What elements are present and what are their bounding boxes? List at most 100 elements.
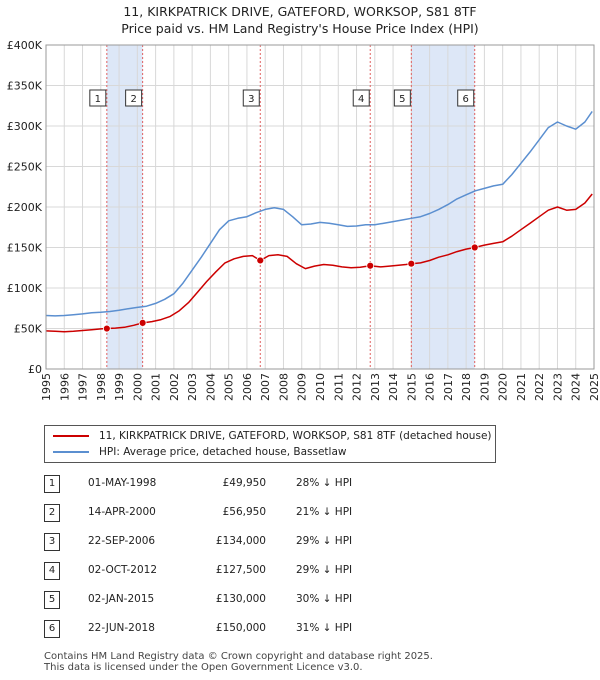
sale-point xyxy=(102,324,111,333)
x-tick-label: 2023 xyxy=(551,373,564,401)
transaction-row: 2 14-APR-2000 £56,950 21% ↓ HPI xyxy=(0,501,600,525)
transaction-date: 01-MAY-1998 xyxy=(88,477,157,489)
sale-label-number: 2 xyxy=(130,94,136,105)
y-tick-label: £250K xyxy=(7,161,43,174)
y-tick-label: £300K xyxy=(7,120,43,133)
sale-label-number: 3 xyxy=(248,94,254,105)
x-tick-label: 2005 xyxy=(223,373,236,401)
x-tick-label: 2013 xyxy=(369,373,382,401)
transaction-number: 3 xyxy=(44,533,60,551)
sale-label-number: 6 xyxy=(463,94,469,105)
y-tick-label: £50K xyxy=(14,323,43,336)
y-tick-label: £150K xyxy=(7,242,43,255)
x-tick-label: 2021 xyxy=(515,373,528,401)
legend-price-label: 11, KIRKPATRICK DRIVE, GATEFORD, WORKSOP… xyxy=(99,430,492,442)
x-tick-label: 1997 xyxy=(77,373,90,401)
x-tick-label: 2006 xyxy=(241,373,254,401)
x-tick-label: 1995 xyxy=(40,373,53,401)
legend-price-swatch xyxy=(53,435,89,437)
transaction-number: 1 xyxy=(44,475,60,493)
sale-label-number: 5 xyxy=(399,94,405,105)
x-tick-label: 2010 xyxy=(314,373,327,401)
x-tick-label: 2012 xyxy=(351,373,364,401)
legend-item-price: 11, KIRKPATRICK DRIVE, GATEFORD, WORKSOP… xyxy=(53,428,492,444)
plot-border xyxy=(45,44,595,370)
transaction-number: 4 xyxy=(44,562,60,580)
transaction-number: 6 xyxy=(44,620,60,638)
transaction-hpi-diff: 31% ↓ HPI xyxy=(296,622,353,634)
chart-subtitle: Price paid vs. HM Land Registry's House … xyxy=(121,21,479,36)
x-tick-label: 2025 xyxy=(588,373,600,401)
transaction-price: £150,000 xyxy=(215,622,266,634)
transaction-row: 4 02-OCT-2012 £127,500 29% ↓ HPI xyxy=(0,559,600,583)
sale-point xyxy=(366,261,375,270)
x-tick-label: 2019 xyxy=(478,373,491,401)
footer-line-1: Contains HM Land Registry data © Crown c… xyxy=(44,651,433,662)
transaction-date: 22-SEP-2006 xyxy=(88,535,156,547)
transaction-date: 14-APR-2000 xyxy=(88,506,156,518)
transaction-row: 1 01-MAY-1998 £49,950 28% ↓ HPI xyxy=(0,472,600,496)
x-tick-label: 2017 xyxy=(442,373,455,401)
transaction-row: 6 22-JUN-2018 £150,000 31% ↓ HPI xyxy=(0,617,600,641)
x-tick-label: 2011 xyxy=(332,373,345,401)
sale-point xyxy=(256,256,265,265)
x-tick-label: 2024 xyxy=(570,373,583,401)
transaction-date: 22-JUN-2018 xyxy=(88,622,155,634)
transaction-hpi-diff: 28% ↓ HPI xyxy=(296,477,353,489)
sale-point xyxy=(407,259,416,268)
x-tick-label: 2018 xyxy=(460,373,473,401)
transaction-number: 2 xyxy=(44,504,60,522)
legend-hpi-swatch xyxy=(53,451,89,453)
transaction-price: £134,000 xyxy=(215,535,266,547)
sale-label-number: 1 xyxy=(95,94,101,105)
transaction-hpi-diff: 21% ↓ HPI xyxy=(296,506,353,518)
sale-point xyxy=(138,318,147,327)
x-tick-label: 1996 xyxy=(58,373,71,401)
x-tick-label: 2000 xyxy=(131,373,144,401)
y-tick-label: £100K xyxy=(7,282,43,295)
sale-label-box xyxy=(352,89,370,107)
x-tick-label: 1998 xyxy=(95,373,108,401)
sale-label-number: 4 xyxy=(358,94,364,105)
x-tick-label: 2004 xyxy=(204,373,217,401)
sale-label-box xyxy=(89,89,107,107)
legend: 11, KIRKPATRICK DRIVE, GATEFORD, WORKSOP… xyxy=(44,425,496,463)
transaction-date: 02-OCT-2012 xyxy=(88,564,157,576)
transaction-number: 5 xyxy=(44,591,60,609)
transaction-row: 5 02-JAN-2015 £130,000 30% ↓ HPI xyxy=(0,588,600,612)
x-tick-label: 2020 xyxy=(497,373,510,401)
chart-title: 11, KIRKPATRICK DRIVE, GATEFORD, WORKSOP… xyxy=(123,4,477,19)
transaction-hpi-diff: 29% ↓ HPI xyxy=(296,535,353,547)
price-series-line xyxy=(45,193,593,333)
sale-label-box xyxy=(457,89,475,107)
transaction-hpi-diff: 30% ↓ HPI xyxy=(296,593,353,605)
footer: Contains HM Land Registry data © Crown c… xyxy=(44,651,433,673)
hpi-series-line xyxy=(45,110,593,317)
x-tick-label: 2007 xyxy=(259,373,272,401)
transaction-price: £49,950 xyxy=(222,477,266,489)
transaction-hpi-diff: 29% ↓ HPI xyxy=(296,564,353,576)
transaction-price: £56,950 xyxy=(222,506,266,518)
sale-label-box xyxy=(125,89,143,107)
y-tick-label: £350K xyxy=(7,80,43,93)
price-chart: £0 £50K £100K £150K £200K £250K £300K £350K £400… xyxy=(7,39,600,401)
x-tick-label: 2003 xyxy=(186,373,199,401)
transaction-row: 3 22-SEP-2006 £134,000 29% ↓ HPI xyxy=(0,530,600,554)
x-tick-label: 2001 xyxy=(150,373,163,401)
sale-label-box xyxy=(242,89,260,107)
x-tick-label: 1999 xyxy=(113,373,126,401)
transaction-date: 02-JAN-2015 xyxy=(88,593,155,605)
transaction-price: £130,000 xyxy=(215,593,266,605)
y-tick-label: £0 xyxy=(28,363,42,376)
x-tick-label: 2002 xyxy=(168,373,181,401)
sale-label-box xyxy=(393,89,411,107)
transaction-price: £127,500 xyxy=(215,564,266,576)
x-tick-label: 2009 xyxy=(296,373,309,401)
legend-item-hpi: HPI: Average price, detached house, Bass… xyxy=(53,444,346,460)
x-tick-label: 2015 xyxy=(405,373,418,401)
y-tick-label: £400K xyxy=(7,39,43,52)
x-tick-label: 2022 xyxy=(533,373,546,401)
x-tick-label: 2008 xyxy=(277,373,290,401)
sale-point xyxy=(470,243,479,252)
x-tick-label: 2016 xyxy=(424,373,437,401)
